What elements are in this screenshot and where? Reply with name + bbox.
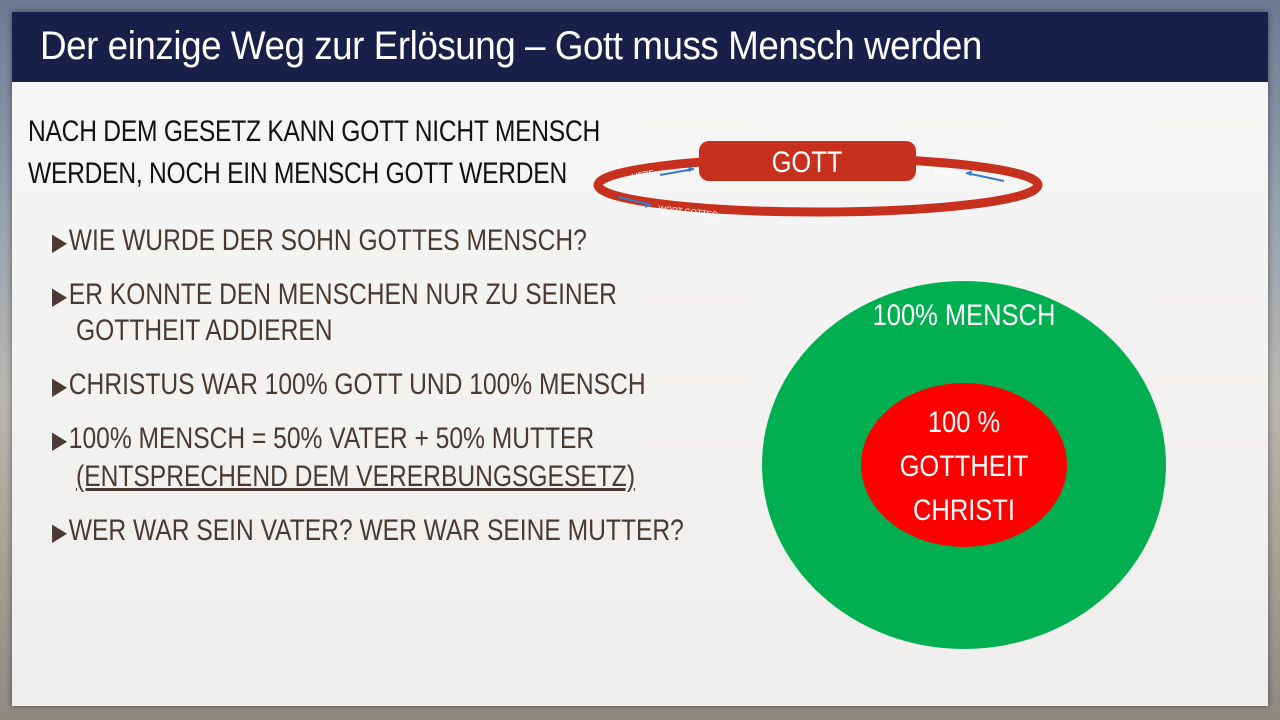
- wort-arrowhead-icon: [645, 202, 652, 208]
- cycle-diagram: GOTT LIEBE FRUCHT WORT GOTTES: [593, 141, 1043, 219]
- bullet-arrow-icon: ▶: [52, 229, 68, 256]
- bullet-2-text: ER KONNTE DEN MENSCHEN NUR ZU SEINER: [68, 278, 617, 311]
- inner-circle-line-1: 100 %: [928, 405, 1000, 438]
- bullet-arrow-icon: ▶: [52, 283, 68, 310]
- liebe-label: LIEBE: [631, 168, 655, 181]
- liebe-arrowhead-icon: [688, 166, 694, 172]
- slide: Der einzige Weg zur Erlösung – Gott muss…: [12, 12, 1268, 706]
- frucht-arrow-icon: [965, 172, 1005, 182]
- bullet-arrow-icon: ▶: [52, 519, 68, 546]
- bullet-4-text: 100% MENSCH = 50% VATER + 50% MUTTER: [68, 422, 595, 455]
- heading-line-1: NACH DEM GESETZ KANN GOTT NICHT MENSCH: [28, 115, 600, 148]
- slide-title: Der einzige Weg zur Erlösung – Gott muss…: [40, 24, 982, 68]
- bullet-5-text: WER WAR SEIN VATER? WER WAR SEINE MUTTER…: [68, 514, 684, 547]
- frucht-arrowhead-icon: [966, 170, 972, 176]
- bullet-2-continuation: GOTTHEIT ADDIEREN: [76, 314, 333, 347]
- bullet-3-text: CHRISTUS WAR 100% GOTT UND 100% MENSCH: [68, 368, 646, 401]
- heading-line-2: WERDEN, NOCH EIN MENSCH GOTT WERDEN: [28, 157, 567, 190]
- inner-circle-gottheit: [861, 383, 1067, 547]
- mensch-gottheit-diagram: 100% MENSCH 100 % GOTTHEIT CHRISTI: [762, 281, 1166, 649]
- gott-label: GOTT: [772, 145, 843, 178]
- bullet-arrow-icon: ▶: [52, 373, 68, 400]
- bullet-4: ▶100% MENSCH = 50% VATER + 50% MUTTER: [52, 422, 594, 456]
- inner-circle-line-3: CHRISTI: [913, 493, 1015, 526]
- bullet-5: ▶WER WAR SEIN VATER? WER WAR SEINE MUTTE…: [52, 514, 684, 548]
- outer-circle-label: 100% MENSCH: [873, 298, 1056, 331]
- bullet-arrow-icon: ▶: [52, 427, 68, 454]
- liebe-arrow-icon: [659, 168, 695, 176]
- inner-circle-line-2: GOTTHEIT: [900, 449, 1029, 482]
- bullet-1-text: WIE WURDE DER SOHN GOTTES MENSCH?: [68, 224, 587, 257]
- title-bar: Der einzige Weg zur Erlösung – Gott muss…: [12, 12, 1268, 82]
- bullet-3: ▶CHRISTUS WAR 100% GOTT UND 100% MENSCH: [52, 368, 646, 402]
- bullet-4-continuation: (ENTSPRECHEND DEM VERERBUNGSGESETZ): [76, 460, 636, 493]
- bullet-2: ▶ER KONNTE DEN MENSCHEN NUR ZU SEINER: [52, 278, 617, 312]
- gott-box: [699, 141, 916, 181]
- bullet-1: ▶WIE WURDE DER SOHN GOTTES MENSCH?: [52, 224, 587, 258]
